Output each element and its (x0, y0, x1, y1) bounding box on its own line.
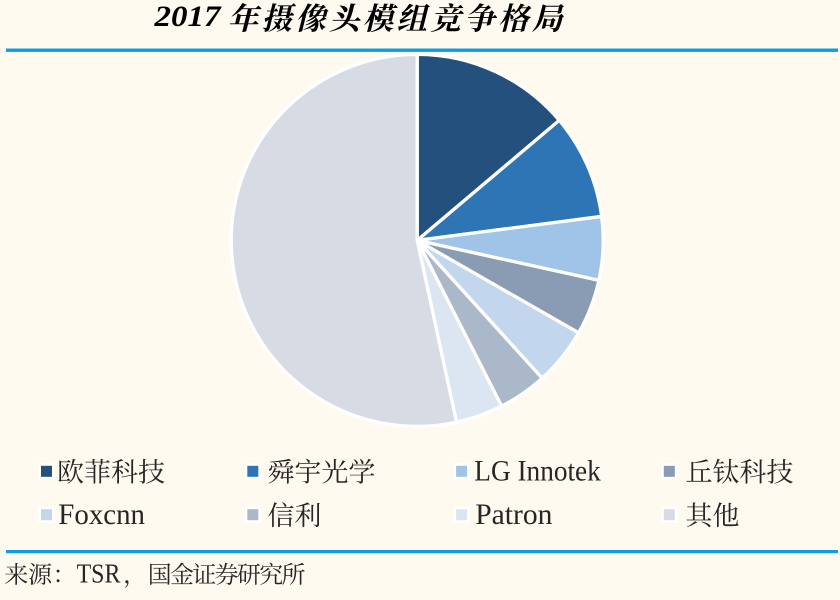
svg-text:2017: 2017 (153, 1, 222, 33)
svg-text:Patron: Patron (475, 498, 552, 531)
svg-text:LG Innotek: LG Innotek (474, 454, 601, 487)
svg-text:TSR: TSR (77, 558, 121, 588)
svg-text:Foxcnn: Foxcnn (58, 498, 145, 531)
